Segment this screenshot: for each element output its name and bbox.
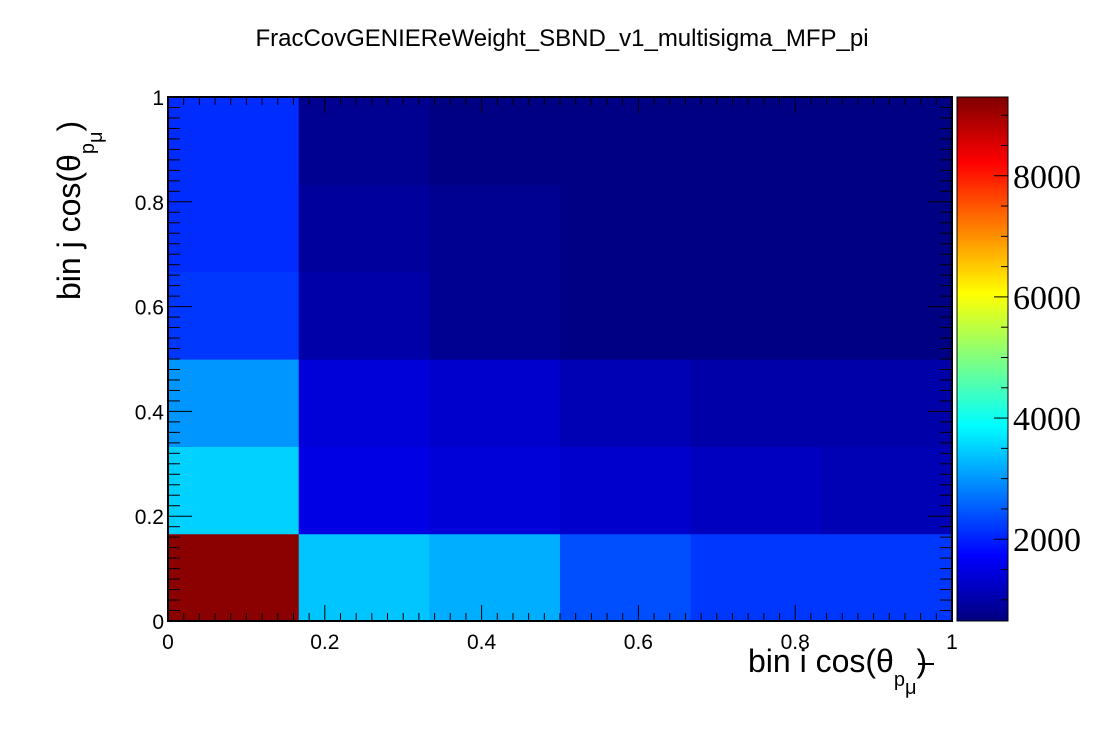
heatmap-cell xyxy=(429,97,561,185)
heatmap-cell xyxy=(168,184,300,273)
x-tick-label: 0.2 xyxy=(310,631,339,654)
heatmap-cell xyxy=(821,359,953,447)
x-tick-label: 1 xyxy=(946,631,958,654)
y-axis-label: bin j cos(θpμ) xyxy=(51,121,107,300)
y-axis-label-sub: p xyxy=(77,143,99,154)
x-axis: 0 0.2 0.4 0.6 0.8 1 xyxy=(162,97,958,654)
y-tick-label: 0.8 xyxy=(135,192,164,215)
y-axis-label-subsub: μ xyxy=(85,132,107,144)
heatmap-cell xyxy=(821,533,953,622)
heatmap-cell xyxy=(821,184,953,273)
x-axis-label-main: bin i cos(θ xyxy=(748,643,894,679)
heatmap-cell xyxy=(298,184,430,273)
heatmap-cell xyxy=(168,533,300,622)
heatmap-cell xyxy=(429,271,561,360)
heatmap-cell xyxy=(168,359,300,447)
color-scale-tick-label: 6000 xyxy=(1013,280,1081,317)
x-axis-label: bin i cos(θpμ) xyxy=(748,643,927,699)
heatmap-cell xyxy=(560,184,692,273)
heatmap-cell xyxy=(298,359,430,447)
heatmap-cell xyxy=(560,97,692,185)
heatmap-cell xyxy=(690,271,822,360)
color-scale-axis: 2000 4000 6000 8000 xyxy=(994,114,1081,601)
x-tick-label: 0.8 xyxy=(781,631,810,654)
heatmap-cell xyxy=(560,446,692,535)
heatmap-cell xyxy=(298,271,430,360)
x-axis-label-subsub: μ xyxy=(905,677,917,699)
heatmap-cell xyxy=(168,446,300,535)
heatmap-cell xyxy=(690,184,822,273)
color-scale-tick-label: 8000 xyxy=(1013,159,1081,196)
y-axis: 0 0.2 0.4 0.6 0.8 1 xyxy=(135,87,952,634)
x-axis-label-sub: p xyxy=(894,669,905,691)
heatmap-cell xyxy=(168,271,300,360)
heatmap-cell xyxy=(821,446,953,535)
heatmap-cell xyxy=(690,446,822,535)
heatmap-cell xyxy=(821,271,953,360)
color-scale-bar xyxy=(957,97,1008,621)
y-tick-label: 0 xyxy=(152,611,164,634)
x-tick-label: 0.4 xyxy=(467,631,497,654)
heatmap-cell xyxy=(429,184,561,273)
heatmap-cell xyxy=(560,533,692,622)
heatmap-cell xyxy=(298,97,430,185)
heatmap-cell xyxy=(821,97,953,185)
heatmap-cell xyxy=(560,359,692,447)
heatmap-cell xyxy=(429,359,561,447)
heatmap-cell xyxy=(168,97,300,185)
y-axis-label-close: ) xyxy=(51,121,87,132)
x-tick-label: 0.6 xyxy=(624,631,653,654)
heatmap-cell xyxy=(429,446,561,535)
y-tick-label: 0.2 xyxy=(135,506,164,529)
heatmap-cell xyxy=(429,533,561,622)
heatmap-cell xyxy=(298,446,430,535)
heatmap-cell xyxy=(298,533,430,622)
heatmap-cells xyxy=(168,97,953,622)
x-tick-label: 0 xyxy=(162,631,174,654)
x-axis-label-close: ) xyxy=(917,643,928,679)
y-tick-label: 0.6 xyxy=(135,297,164,320)
y-tick-label: 1 xyxy=(152,87,164,110)
heatmap-cell xyxy=(690,359,822,447)
chart-title: FracCovGENIEReWeight_SBND_v1_multisigma_… xyxy=(255,25,868,52)
color-scale-tick-label: 4000 xyxy=(1013,401,1081,438)
y-axis-label-main: bin j cos(θ xyxy=(51,154,87,300)
heatmap-cell xyxy=(560,271,692,360)
y-tick-label: 0.4 xyxy=(135,401,165,424)
heatmap-cell xyxy=(690,533,822,622)
heatmap-cell xyxy=(690,97,822,185)
color-scale-tick-label: 2000 xyxy=(1013,522,1081,559)
color-scale-frame xyxy=(956,96,1009,622)
